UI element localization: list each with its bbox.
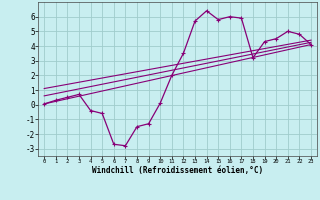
X-axis label: Windchill (Refroidissement éolien,°C): Windchill (Refroidissement éolien,°C) — [92, 166, 263, 175]
